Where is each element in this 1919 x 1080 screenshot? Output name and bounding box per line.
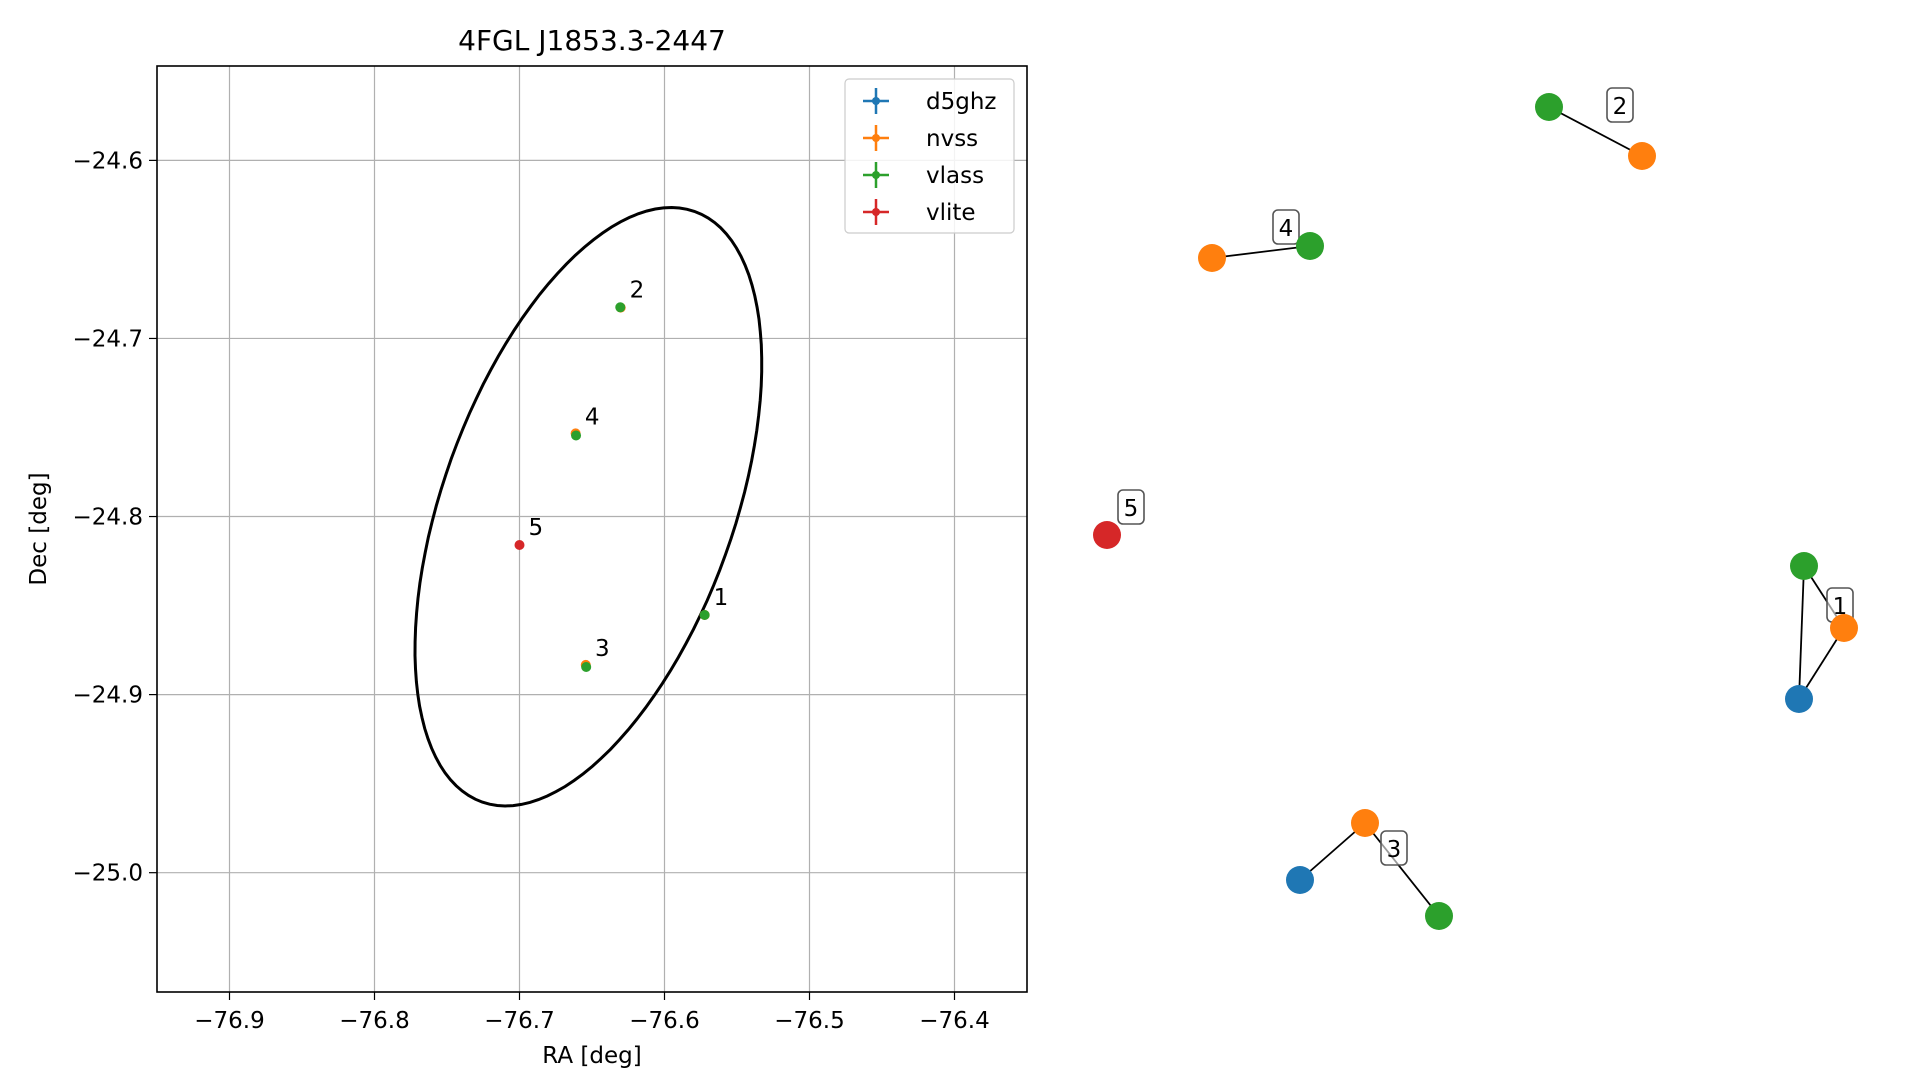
node-nvss <box>1351 809 1379 837</box>
point-vlass <box>581 662 592 673</box>
group-label: 2 <box>1606 87 1634 123</box>
node-nvss <box>1830 614 1858 642</box>
node-vlass <box>1535 93 1563 121</box>
x-tick-label: −76.9 <box>194 1008 264 1034</box>
legend-label: vlass <box>926 163 984 189</box>
node-d5ghz <box>1785 685 1813 713</box>
node-vlass <box>1296 232 1324 260</box>
node-d5ghz <box>1286 866 1314 894</box>
group-label-text: 5 <box>1124 496 1139 522</box>
edge <box>1211 245 1311 259</box>
group-label-text: 4 <box>1279 216 1294 242</box>
y-tick-label: −24.7 <box>73 326 143 352</box>
y-tick-label: −24.8 <box>73 505 143 531</box>
group-label-text: 2 <box>1613 94 1628 120</box>
legend-entry-vlite: vlite <box>863 199 976 226</box>
legend-marker-dot <box>872 171 880 179</box>
legend-entry-vlass: vlass <box>863 162 984 189</box>
y-axis-ticks: −24.6 −24.7 −24.8 −24.9 −25.0 <box>73 148 157 887</box>
point-label: 4 <box>585 405 600 431</box>
point-label: 1 <box>714 585 729 611</box>
node-vlass <box>1790 552 1818 580</box>
group-label-text: 3 <box>1387 837 1402 863</box>
legend-marker-dot <box>872 134 880 142</box>
x-tick-label: −76.5 <box>774 1008 844 1034</box>
point-vlass <box>615 302 626 313</box>
x-tick-label: −76.4 <box>919 1008 989 1034</box>
y-tick-label: −25.0 <box>73 861 143 887</box>
point-layer <box>514 302 710 673</box>
x-axis-ticks: −76.9 −76.8 −76.7 −76.6 −76.5 −76.4 <box>194 992 990 1034</box>
edge <box>1364 822 1440 917</box>
legend-marker-dot <box>872 208 880 216</box>
legend-label: nvss <box>926 126 978 152</box>
group-label-box <box>1606 87 1634 123</box>
legend: d5ghz nvss vlass vlite <box>844 78 1015 234</box>
group-label-box <box>1272 209 1300 245</box>
legend-box <box>844 78 1015 234</box>
y-axis-label: Dec [deg] <box>26 472 52 585</box>
node-vlite <box>1093 521 1121 549</box>
node-layer <box>1093 93 1858 930</box>
x-tick-label: −76.7 <box>484 1008 554 1034</box>
legend-entry-nvss: nvss <box>863 125 978 152</box>
point-vlite <box>514 540 525 551</box>
group-label-box <box>1117 489 1145 525</box>
group-label: 3 <box>1380 830 1408 866</box>
ellipse-layer <box>413 205 764 808</box>
y-tick-label: −24.6 <box>73 148 143 174</box>
group-label-box <box>1380 830 1408 866</box>
group-label-text: 1 <box>1833 594 1848 620</box>
plot-frame <box>156 65 1028 993</box>
legend-entry-d5ghz: d5ghz <box>863 88 996 115</box>
chart-title: 4FGL J1853.3-2447 <box>458 24 726 57</box>
edge <box>1299 822 1366 881</box>
point-vlass <box>699 610 710 621</box>
point-label: 5 <box>529 515 544 541</box>
edge <box>1798 627 1845 700</box>
edge <box>1798 565 1805 700</box>
point-vlass <box>571 430 582 441</box>
point-label: 2 <box>630 277 645 303</box>
group-label: 4 <box>1272 209 1300 245</box>
y-tick-label: −24.9 <box>73 683 143 709</box>
edge <box>1548 106 1643 157</box>
x-tick-label: −76.8 <box>339 1008 409 1034</box>
node-nvss <box>1628 142 1656 170</box>
legend-marker-dot <box>872 97 880 105</box>
group-label-layer: 1 2 3 4 5 <box>1117 87 1854 866</box>
network-panel: 1 2 3 4 5 <box>1093 87 1858 930</box>
group-label: 5 <box>1117 489 1145 525</box>
point-label: 3 <box>595 636 610 662</box>
edge-layer <box>1211 106 1845 917</box>
x-axis-label: RA [deg] <box>542 1043 641 1069</box>
node-vlass <box>1425 902 1453 930</box>
error-ellipse <box>413 205 764 808</box>
legend-label: d5ghz <box>926 89 996 115</box>
x-tick-label: −76.6 <box>629 1008 699 1034</box>
point-label-layer: 1 2 3 4 5 <box>529 277 729 662</box>
group-label: 1 <box>1826 587 1854 623</box>
legend-label: vlite <box>926 200 976 226</box>
node-nvss <box>1198 244 1226 272</box>
